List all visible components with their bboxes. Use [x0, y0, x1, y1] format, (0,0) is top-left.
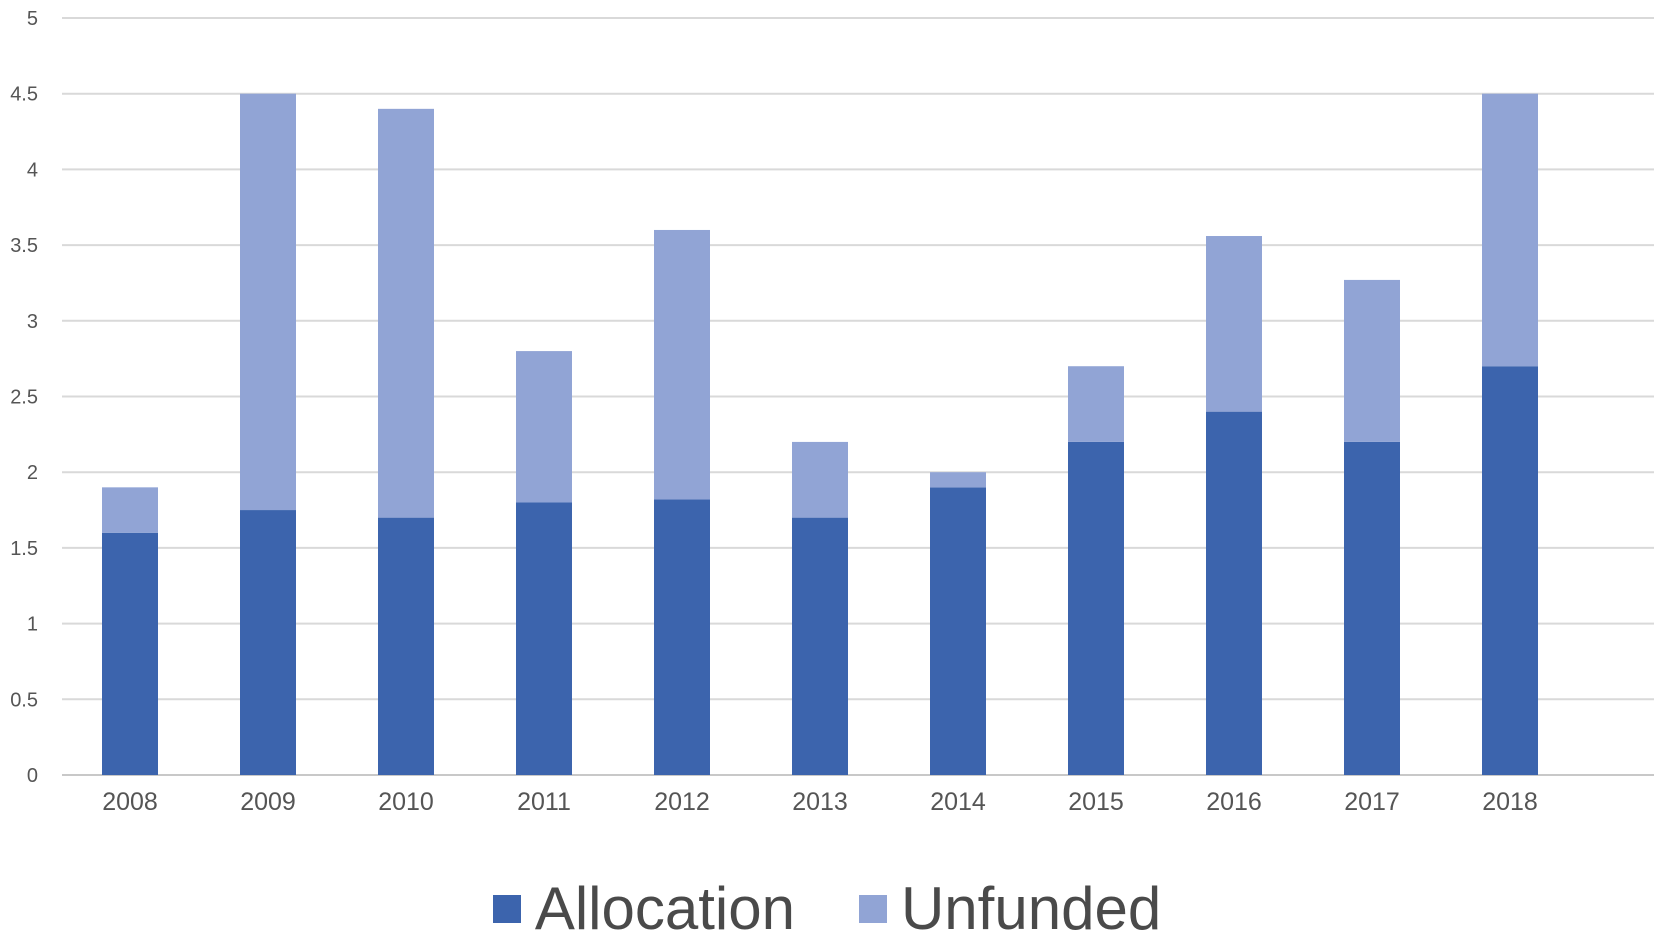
x-tick-label: 2012 [654, 788, 710, 816]
x-tick-label: 2008 [102, 788, 158, 816]
bar-allocation-2012 [654, 499, 710, 775]
x-tick-label: 2011 [517, 788, 571, 816]
bar-unfunded-2009 [240, 93, 296, 511]
x-tick-label: 2013 [792, 788, 848, 816]
bar-unfunded-2010 [378, 108, 434, 518]
y-tick-label: 0 [27, 765, 38, 787]
x-tick-label: 2018 [1482, 788, 1538, 816]
bar-unfunded-2015 [1068, 366, 1124, 442]
bar-unfunded-2011 [516, 351, 572, 503]
chart-legend: Allocation Unfunded [0, 876, 1654, 942]
x-tick-label: 2017 [1344, 788, 1400, 816]
bar-allocation-2011 [516, 502, 572, 775]
bar-unfunded-2013 [792, 441, 848, 518]
bars [102, 93, 1538, 775]
bar-allocation-2016 [1206, 411, 1262, 775]
bar-allocation-2015 [1068, 441, 1124, 775]
y-tick-label: 0.5 [10, 689, 38, 711]
legend-item-unfunded: Unfunded [858, 875, 1162, 942]
bar-allocation-2010 [378, 517, 434, 775]
bar-unfunded-2012 [654, 229, 710, 500]
legend-label-unfunded: Unfunded [900, 875, 1162, 942]
y-tick-label: 1.5 [10, 538, 38, 560]
x-tick-label: 2010 [378, 788, 434, 816]
gridlines [62, 17, 1654, 776]
x-tick-label: 2015 [1068, 788, 1124, 816]
bar-unfunded-2018 [1482, 93, 1538, 367]
y-tick-label: 2 [27, 462, 38, 484]
bar-allocation-2014 [930, 487, 986, 775]
y-tick-label: 5 [27, 8, 38, 30]
bar-allocation-2017 [1344, 441, 1400, 775]
legend-swatch-allocation [492, 895, 521, 923]
legend-item-allocation: Allocation [492, 875, 795, 942]
bar-unfunded-2016 [1206, 236, 1262, 412]
legend-label-allocation: Allocation [534, 875, 795, 942]
bar-allocation-2009 [240, 510, 296, 775]
y-tick-label: 4.5 [10, 84, 38, 106]
legend-swatch-unfunded [858, 895, 887, 923]
bar-unfunded-2008 [102, 487, 158, 533]
stacked-bar-chart: 0 0.5 1 1.5 2 2.5 3 3.5 4 4.5 5 2008 2009 2010 2011 201… [10, 8, 1654, 816]
y-tick-label: 3 [27, 311, 38, 333]
bar-unfunded-2017 [1344, 279, 1400, 442]
bar-unfunded-2014 [930, 472, 986, 488]
axes: 0 0.5 1 1.5 2 2.5 3 3.5 4 4.5 5 2008 2009 2010 2011 201… [10, 8, 1538, 816]
bar-allocation-2013 [792, 517, 848, 775]
x-tick-label: 2009 [240, 788, 296, 816]
bar-allocation-2018 [1482, 366, 1538, 775]
x-tick-label: 2014 [930, 788, 986, 816]
y-tick-label: 4 [27, 159, 38, 181]
x-tick-label: 2016 [1206, 788, 1262, 816]
y-tick-label: 2.5 [10, 387, 38, 409]
bar-allocation-2008 [102, 532, 158, 775]
y-tick-label: 1 [27, 614, 38, 636]
y-tick-label: 3.5 [10, 235, 38, 257]
